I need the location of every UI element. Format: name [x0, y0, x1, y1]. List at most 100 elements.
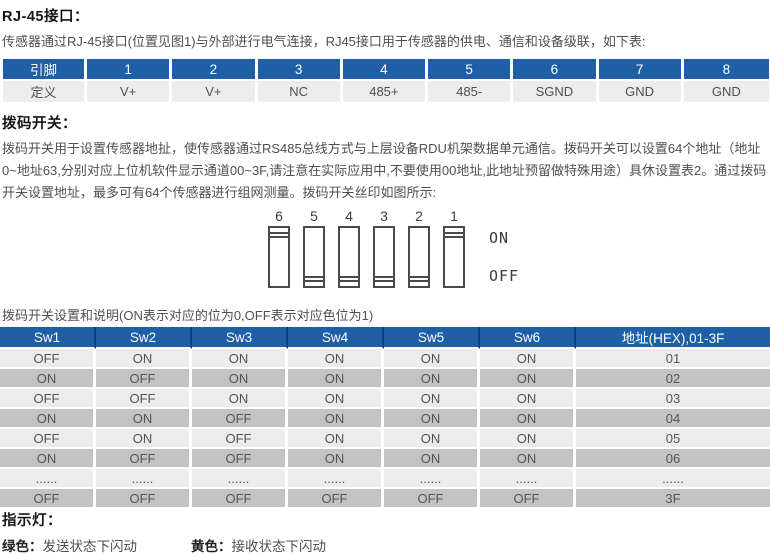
table-cell: ON: [96, 409, 192, 429]
table-cell: OFF: [96, 389, 192, 409]
table-cell: ON: [384, 429, 480, 449]
table-cell: ON: [384, 409, 480, 429]
pin-table-header-cell: 8: [683, 59, 769, 81]
table-cell: 485-: [428, 81, 514, 102]
table-cell: ON: [288, 409, 384, 429]
dip-switch-body: [303, 226, 325, 288]
dip-section-heading: 拨码开关：: [2, 116, 77, 132]
pin-table-header-row: 引脚 1 2 3 4 5 6 7 8: [3, 59, 769, 81]
table-cell: ON: [192, 349, 288, 369]
switch-table-header-cell: Sw6: [480, 327, 576, 349]
green-indicator-label: 绿色：: [2, 539, 43, 554]
dip-switch-6: 6: [268, 208, 290, 288]
pin-table-header-cell: 引脚: [3, 59, 87, 81]
pin-table: 引脚 1 2 3 4 5 6 7 8 定义 V+ V+ NC 485+ 485- SGND G…: [3, 59, 769, 102]
rj45-section-heading: RJ-45接口：: [2, 9, 89, 25]
pin-table-header-cell: 5: [428, 59, 514, 81]
table-cell: OFF: [0, 489, 96, 509]
table-row: ON OFF OFF ON ON ON 06: [0, 449, 770, 469]
green-indicator-text: 发送状态下闪动: [42, 539, 138, 554]
switch-table-header-cell: 地址(HEX),01-3F: [576, 327, 770, 349]
table-row: OFF ON OFF ON ON ON 05: [0, 429, 770, 449]
table-cell: ON: [480, 449, 576, 469]
dip-switch-number: 4: [345, 208, 353, 224]
pin-table-header-cell: 3: [257, 59, 343, 81]
table-cell: OFF: [288, 489, 384, 509]
table-cell: ......: [0, 469, 96, 489]
table-cell: ON: [384, 349, 480, 369]
dip-switch-1: 1: [443, 208, 465, 288]
table-cell: ON: [384, 449, 480, 469]
dip-switch-number: 1: [450, 208, 458, 224]
pin-table-header-cell: 7: [598, 59, 684, 81]
table-row: OFF OFF ON ON ON ON 03: [0, 389, 770, 409]
table-cell: 06: [576, 449, 770, 469]
dip-switch-body: [443, 226, 465, 288]
table-cell: OFF: [96, 489, 192, 509]
table-cell: OFF: [384, 489, 480, 509]
table-cell: 02: [576, 369, 770, 389]
pin-table-header-cell: 4: [342, 59, 428, 81]
table-cell: ON: [0, 409, 96, 429]
yellow-indicator-text: 接收状态下闪动: [231, 539, 327, 554]
table-cell: ON: [288, 349, 384, 369]
dip-switch-knob: [445, 232, 463, 238]
table-row: ON ON OFF ON ON ON 04: [0, 409, 770, 429]
table-cell: ON: [480, 389, 576, 409]
table-cell: OFF: [0, 429, 96, 449]
switch-table-header-cell: Sw4: [288, 327, 384, 349]
table-cell: ......: [288, 469, 384, 489]
dip-switch-diagram: 6 5 4 3 2 1 ON OFF: [2, 208, 768, 302]
dip-switch-knob: [270, 232, 288, 238]
yellow-indicator-label: 黄色：: [191, 539, 232, 554]
dip-switch-5: 5: [303, 208, 325, 288]
table-cell: ON: [288, 389, 384, 409]
table-cell: SGND: [513, 81, 599, 102]
switch-table-caption: 拨码开关设置和说明(ON表示对应的位为0,OFF表示对应色位为1): [2, 308, 374, 323]
table-cell: 01: [576, 349, 770, 369]
table-cell: ON: [192, 389, 288, 409]
table-cell: 04: [576, 409, 770, 429]
dip-switch-body: [268, 226, 290, 288]
table-cell: 定义: [3, 81, 87, 102]
table-cell: OFF: [0, 349, 96, 369]
table-cell: OFF: [192, 429, 288, 449]
table-cell: ON: [0, 449, 96, 469]
table-cell: NC: [257, 81, 343, 102]
switch-table-header-row: Sw1 Sw2 Sw3 Sw4 Sw5 Sw6 地址(HEX),01-3F: [0, 327, 770, 349]
pin-table-header-cell: 2: [172, 59, 258, 81]
table-cell: 05: [576, 429, 770, 449]
dip-switch-number: 2: [415, 208, 423, 224]
dip-switch-number: 3: [380, 208, 388, 224]
table-cell: ON: [480, 349, 576, 369]
switch-table-header-cell: Sw3: [192, 327, 288, 349]
table-row: ........................................…: [0, 469, 770, 489]
table-cell: ON: [384, 369, 480, 389]
table-cell: ......: [480, 469, 576, 489]
table-cell: 3F: [576, 489, 770, 509]
dip-switch-body: [338, 226, 360, 288]
table-cell: ......: [192, 469, 288, 489]
switch-table-header-cell: Sw2: [96, 327, 192, 349]
table-cell: V+: [172, 81, 258, 102]
dip-switch-3: 3: [373, 208, 395, 288]
dip-switch-body: [408, 226, 430, 288]
dip-switch-knob: [305, 276, 323, 282]
pin-table-header-cell: 1: [87, 59, 173, 81]
table-cell: ON: [480, 369, 576, 389]
table-cell: ON: [480, 429, 576, 449]
table-row: ON OFF ON ON ON ON 02: [0, 369, 770, 389]
dip-switch-row: 6 5 4 3 2 1: [2, 208, 768, 288]
switch-table-header-cell: Sw5: [384, 327, 480, 349]
table-cell: ON: [96, 429, 192, 449]
table-cell: ON: [0, 369, 96, 389]
dip-switch-number: 5: [310, 208, 318, 224]
table-cell: ON: [192, 369, 288, 389]
rj45-paragraph: 传感器通过RJ-45接口(位置见图1)与外部进行电气连接，RJ45接口用于传感器…: [2, 34, 646, 49]
dip-on-label: ON: [489, 229, 510, 247]
pin-table-header-cell: 6: [513, 59, 599, 81]
indicator-line: 绿色：发送状态下闪动 黄色：接收状态下闪动: [2, 535, 768, 555]
dip-off-label: OFF: [489, 267, 520, 285]
table-row: OFF OFF OFF OFF OFF OFF 3F: [0, 489, 770, 509]
